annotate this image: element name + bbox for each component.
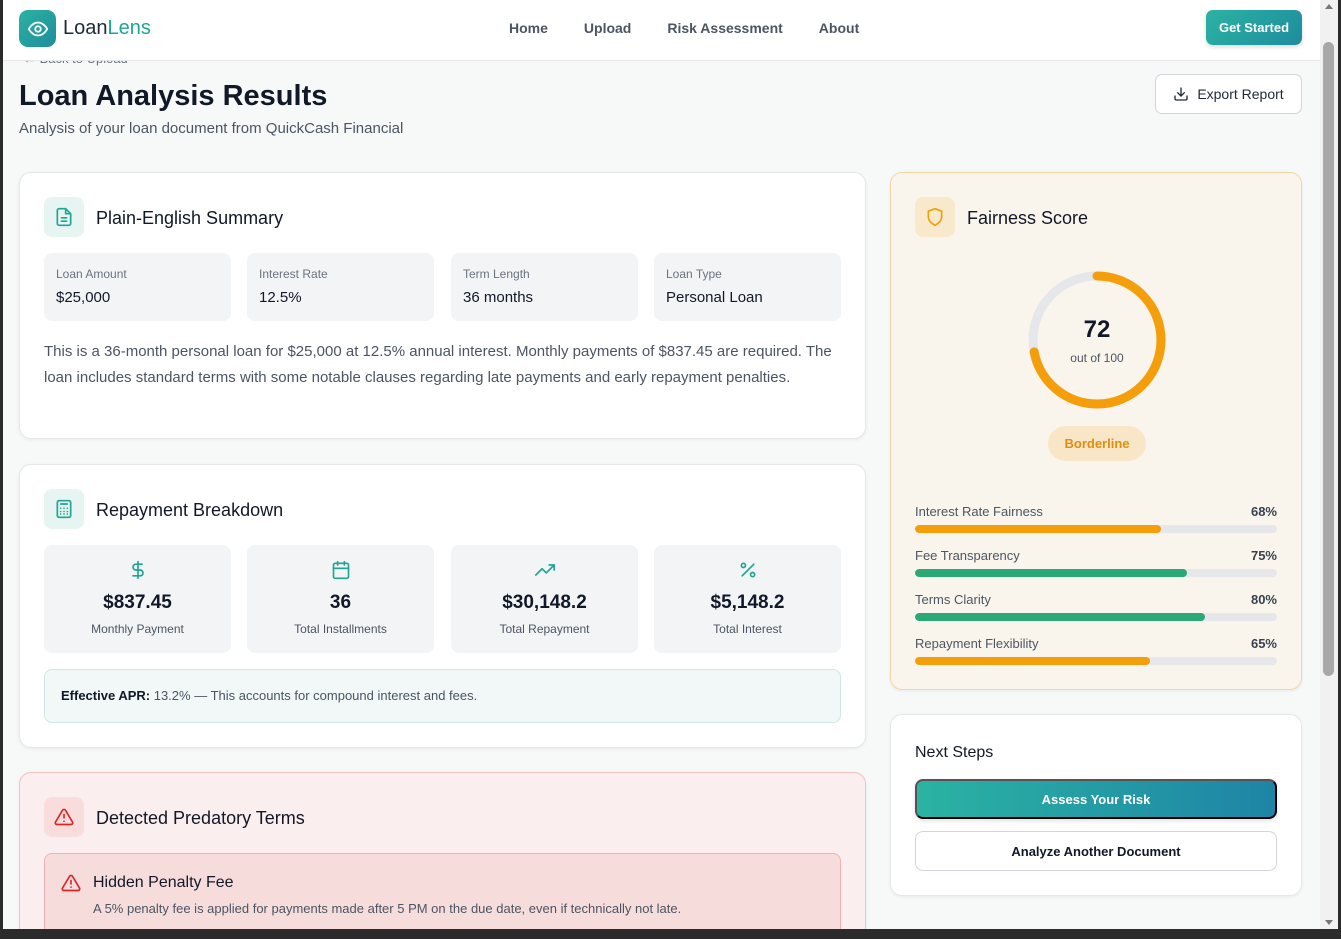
metric-label: Total Interest xyxy=(713,622,782,636)
metric-value: $30,148.2 xyxy=(502,592,587,613)
metric-value: $837.45 xyxy=(103,592,172,613)
fairness-score-value: 72 xyxy=(1083,316,1111,343)
bar-label: Interest Rate Fairness xyxy=(915,504,1043,519)
logo-icon[interactable] xyxy=(19,10,56,47)
metric-total-interest: $5,148.2 Total Interest xyxy=(654,545,841,653)
logo-word-loan: Loan xyxy=(63,17,108,39)
score-bar-interest-rate-fairness: Interest Rate Fairness 68% xyxy=(915,504,1277,533)
scroll-up-icon[interactable] xyxy=(1325,4,1333,9)
score-bar-fee-transparency: Fee Transparency 75% xyxy=(915,548,1277,577)
metric-label: Total Installments xyxy=(294,622,387,636)
metric-total-repayment: $30,148.2 Total Repayment xyxy=(451,545,638,653)
summary-title: Plain-English Summary xyxy=(96,208,284,228)
score-bar-repayment-flexibility: Repayment Flexibility 65% xyxy=(915,636,1277,665)
nav-links: Home Upload Risk Assessment About xyxy=(509,20,859,36)
scrollbar-thumb[interactable] xyxy=(1323,42,1334,676)
nav-link-upload[interactable]: Upload xyxy=(583,20,632,36)
stat-label: Term Length xyxy=(463,267,530,281)
bar-fill xyxy=(915,657,1151,665)
stat-value: Personal Loan xyxy=(666,289,763,306)
metric-monthly-payment: $837.45 Monthly Payment xyxy=(44,545,231,653)
logo-text[interactable]: LoanLens xyxy=(63,17,151,40)
analyze-another-button[interactable]: Analyze Another Document xyxy=(915,831,1277,871)
predatory-term-item: Hidden Penalty Fee A 5% penalty fee is a… xyxy=(44,853,841,929)
summary-card: Plain-English Summary Loan Amount $25,00… xyxy=(19,172,866,439)
next-steps-title: Next Steps xyxy=(915,744,994,761)
nav-link-about[interactable]: About xyxy=(818,20,860,36)
term-description: A 5% penalty fee is applied for payments… xyxy=(93,901,682,916)
get-started-button[interactable]: Get Started xyxy=(1206,10,1302,45)
effective-apr-note: Effective APR: 13.2% — This accounts for… xyxy=(44,669,841,723)
metric-label: Total Repayment xyxy=(499,622,590,636)
nav-link-risk-assessment[interactable]: Risk Assessment xyxy=(667,20,783,36)
fairness-title: Fairness Score xyxy=(967,208,1089,228)
bar-fill xyxy=(915,569,1187,577)
summary-text: This is a 36-month personal loan for $25… xyxy=(44,343,832,386)
bar-track xyxy=(915,613,1277,621)
scroll-down-icon[interactable] xyxy=(1325,920,1333,925)
page-subtitle: Analysis of your loan document from Quic… xyxy=(19,120,404,137)
metric-value: 36 xyxy=(329,592,352,613)
repayment-title: Repayment Breakdown xyxy=(96,500,284,520)
dollar-icon xyxy=(44,560,231,582)
stat-loan-type: Loan Type Personal Loan xyxy=(654,253,841,321)
next-steps-card: Next Steps Assess Your Risk Analyze Anot… xyxy=(890,714,1302,896)
logo-word-lens: Lens xyxy=(107,17,151,39)
stat-value: 36 months xyxy=(463,289,534,306)
stat-label: Interest Rate xyxy=(259,267,328,281)
shield-icon xyxy=(915,197,955,237)
score-bar-terms-clarity: Terms Clarity 80% xyxy=(915,592,1277,621)
stat-value: 12.5% xyxy=(259,289,302,306)
bar-percent: 80% xyxy=(1250,592,1277,607)
stat-interest-rate: Interest Rate 12.5% xyxy=(247,253,434,321)
document-icon xyxy=(44,197,84,237)
predatory-title: Detected Predatory Terms xyxy=(96,808,305,828)
bar-track xyxy=(915,657,1277,665)
repayment-card: Repayment Breakdown $837.45 Monthly Paym… xyxy=(19,464,866,748)
trending-up-icon xyxy=(451,560,638,582)
metric-value: $5,148.2 xyxy=(710,592,785,613)
bar-label: Terms Clarity xyxy=(915,592,991,607)
stat-value: $25,000 xyxy=(56,289,111,306)
assess-risk-button[interactable]: Assess Your Risk xyxy=(915,779,1277,819)
nav-link-home[interactable]: Home xyxy=(509,20,548,36)
warning-icon xyxy=(61,873,81,898)
bar-percent: 65% xyxy=(1250,636,1277,651)
apr-label: Effective APR: xyxy=(61,688,151,703)
stat-label: Loan Amount xyxy=(56,267,127,281)
bar-percent: 68% xyxy=(1250,504,1277,519)
bar-label: Fee Transparency xyxy=(915,548,1020,563)
predatory-terms-card: Detected Predatory Terms Hidden Penalty … xyxy=(19,772,866,929)
top-navbar: LoanLens Home Upload Risk Assessment Abo… xyxy=(3,0,1320,61)
gauge-arc xyxy=(1028,271,1166,409)
calendar-icon xyxy=(247,560,434,582)
calculator-icon xyxy=(44,489,84,529)
fairness-gauge xyxy=(1028,271,1166,409)
bar-track xyxy=(915,569,1277,577)
stat-loan-amount: Loan Amount $25,000 xyxy=(44,253,231,321)
fairness-score-sub: out of 100 xyxy=(1070,351,1124,365)
bar-fill xyxy=(915,525,1162,533)
fairness-score-card: Fairness Score 72 out of 100 Borderline … xyxy=(890,172,1302,690)
page-title: Loan Analysis Results xyxy=(19,80,328,112)
bar-track xyxy=(915,525,1277,533)
bar-fill xyxy=(915,613,1205,621)
warning-icon xyxy=(44,797,84,837)
export-report-button[interactable]: Export Report xyxy=(1155,74,1302,114)
stat-term-length: Term Length 36 months xyxy=(451,253,638,321)
apr-text: 13.2% — This accounts for compound inter… xyxy=(150,688,478,703)
bar-percent: 75% xyxy=(1250,548,1277,563)
bar-label: Repayment Flexibility xyxy=(915,636,1039,651)
browser-viewport: LoanLens Home Upload Risk Assessment Abo… xyxy=(3,0,1320,929)
download-icon xyxy=(1174,87,1188,101)
percent-icon xyxy=(654,560,841,582)
metric-total-installments: 36 Total Installments xyxy=(247,545,434,653)
vertical-scrollbar[interactable] xyxy=(1320,0,1338,929)
export-report-label: Export Report xyxy=(1197,86,1284,102)
metric-label: Monthly Payment xyxy=(91,622,184,636)
stat-label: Loan Type xyxy=(666,267,722,281)
status-badge: Borderline xyxy=(1048,426,1146,461)
term-title: Hidden Penalty Fee xyxy=(93,874,234,891)
